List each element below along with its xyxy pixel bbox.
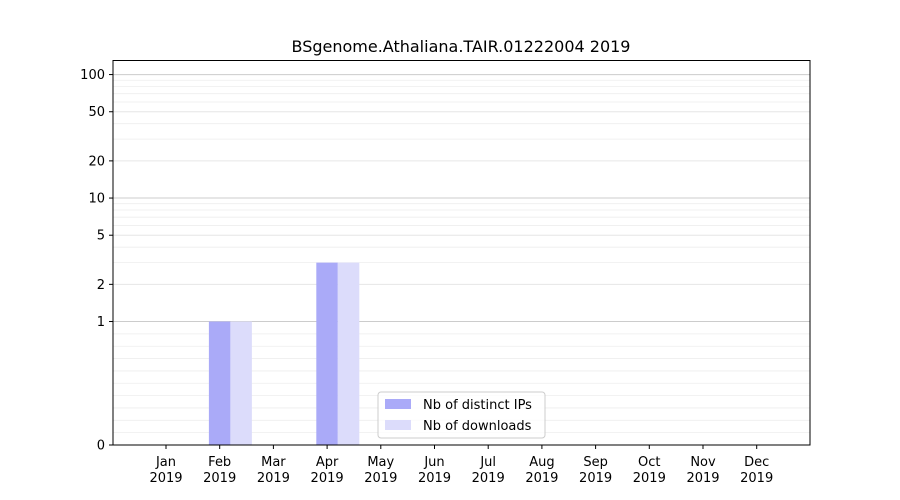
legend-label-downloads: Nb of downloads (423, 419, 532, 434)
plot-frame (112, 60, 811, 446)
bar-downloads (337, 262, 360, 445)
x-tick-label-month: Nov (690, 455, 716, 470)
x-tick-label-month: Dec (744, 455, 769, 470)
x-tick-label-year: 2019 (633, 471, 666, 486)
x-tick-label-year: 2019 (740, 471, 773, 486)
y-tick-label: 50 (88, 105, 105, 120)
bar-downloads (230, 321, 252, 445)
y-tick-label: 10 (88, 192, 105, 207)
y-tick-label: 1 (97, 315, 105, 330)
legend-label-distinct-ips: Nb of distinct IPs (423, 398, 532, 413)
x-tick-label-month: Mar (261, 455, 286, 470)
x-tick-label-month: Sep (583, 455, 608, 470)
x-tick-label-year: 2019 (203, 471, 236, 486)
x-tick-label-month: Oct (638, 455, 660, 470)
x-tick-label-year: 2019 (525, 471, 558, 486)
x-tick-label-year: 2019 (257, 471, 290, 486)
chart-title: BSgenome.Athaliana.TAIR.01222004 2019 (292, 37, 631, 56)
bars (208, 262, 360, 445)
x-axis: Jan2019Feb2019Mar2019Apr2019May2019Jun20… (149, 445, 773, 486)
x-tick-label-year: 2019 (149, 471, 182, 486)
y-tick-label: 2 (97, 278, 105, 293)
bar-distinct-ips (208, 321, 231, 445)
x-tick-label-month: Apr (316, 455, 339, 470)
x-tick-label-month: Feb (208, 455, 231, 470)
x-tick-label-month: Jan (155, 455, 176, 470)
legend-swatch-downloads (385, 420, 411, 430)
x-tick-label-year: 2019 (418, 471, 451, 486)
legend-box (377, 391, 546, 439)
x-tick-label-year: 2019 (686, 471, 719, 486)
y-tick-label: 100 (80, 68, 105, 83)
y-tick-label: 20 (88, 154, 105, 169)
legend-swatch-distinct-ips (385, 399, 411, 409)
y-tick-label: 0 (97, 439, 105, 454)
x-tick-label-month: Jun (423, 455, 444, 470)
x-tick-label-month: May (367, 455, 394, 470)
bar-distinct-ips (316, 262, 338, 445)
x-tick-label-year: 2019 (311, 471, 344, 486)
y-tick-label: 5 (97, 229, 105, 244)
x-tick-label-year: 2019 (364, 471, 397, 486)
x-tick-label-year: 2019 (579, 471, 612, 486)
x-tick-label-month: Aug (529, 455, 554, 470)
x-tick-label-year: 2019 (472, 471, 505, 486)
x-tick-label-month: Jul (479, 455, 496, 470)
y-axis: 0 1 2 5 10 20 50 100 (80, 68, 113, 454)
legend: Nb of distinct IPs Nb of downloads (377, 391, 546, 439)
